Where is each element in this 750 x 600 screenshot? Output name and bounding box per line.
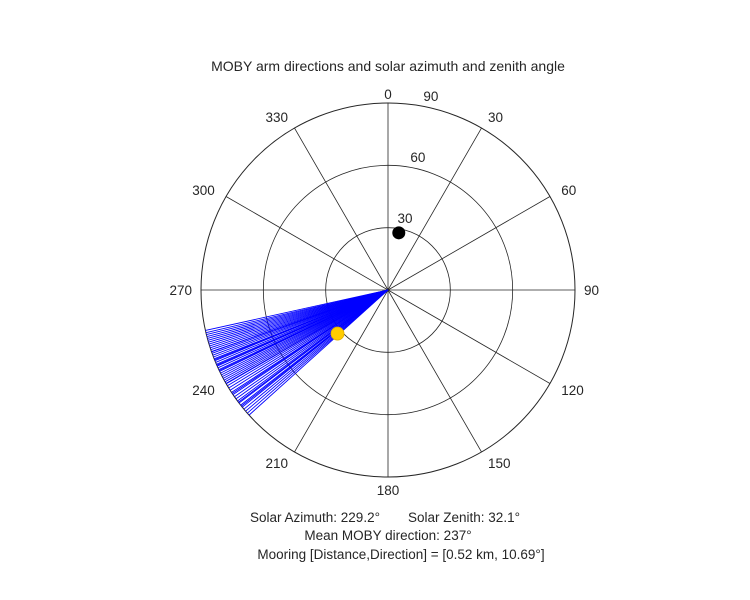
- caption-solar-zenith: Solar Zenith: 32.1°: [408, 510, 520, 525]
- grid-spoke-120: [387, 289, 551, 384]
- arm-line: [238, 289, 389, 403]
- chart-title: MOBY arm directions and solar azimuth an…: [211, 58, 565, 74]
- r-tick-label: 90: [423, 89, 438, 104]
- grid-spoke-300: [225, 196, 389, 291]
- sun-marker: [330, 326, 345, 341]
- moby-arm-lines: [205, 289, 389, 416]
- grid-spoke-30: [387, 127, 482, 291]
- caption-solar-azimuth: Solar Azimuth: 229.2°: [250, 510, 380, 525]
- theta-tick-label: 300: [192, 183, 215, 198]
- theta-tick-label: 150: [488, 456, 511, 471]
- theta-tick-label: 240: [192, 383, 215, 398]
- r-tick-label: 30: [397, 211, 412, 226]
- theta-tick-label: 180: [377, 483, 400, 498]
- mooring-marker: [392, 226, 406, 240]
- caption-mean-moby-direction: Mean MOBY direction: 237°: [304, 528, 471, 543]
- theta-tick-label: 270: [169, 283, 192, 298]
- theta-tick-label: 330: [265, 110, 288, 125]
- grid-spoke-60: [387, 196, 551, 291]
- grid-spoke-330: [294, 127, 389, 291]
- arm-line: [231, 289, 389, 394]
- theta-tick-label: 30: [488, 110, 503, 125]
- angle-tick-labels: 0 30 60 90 120 150 180 210 240 270 300 330: [169, 87, 599, 498]
- grid-spoke-150: [387, 289, 482, 453]
- arm-line: [241, 289, 389, 407]
- theta-tick-label: 0: [384, 87, 392, 102]
- caption-mooring: Mooring [Distance,Direction] = [0.52 km,…: [257, 547, 544, 562]
- radial-tick-labels: 30 60 90: [397, 89, 438, 226]
- markers: [330, 226, 406, 341]
- arm-line: [211, 289, 389, 353]
- theta-tick-label: 60: [561, 183, 576, 198]
- arm-line: [205, 289, 389, 331]
- theta-tick-label: 90: [584, 283, 599, 298]
- r-tick-label: 60: [410, 150, 425, 165]
- theta-tick-label: 210: [265, 456, 288, 471]
- grid-spoke-210: [294, 289, 389, 453]
- arm-line: [219, 289, 389, 371]
- theta-tick-label: 120: [561, 383, 584, 398]
- arm-line: [225, 289, 389, 385]
- arm-line: [214, 289, 389, 361]
- arm-line: [216, 289, 389, 366]
